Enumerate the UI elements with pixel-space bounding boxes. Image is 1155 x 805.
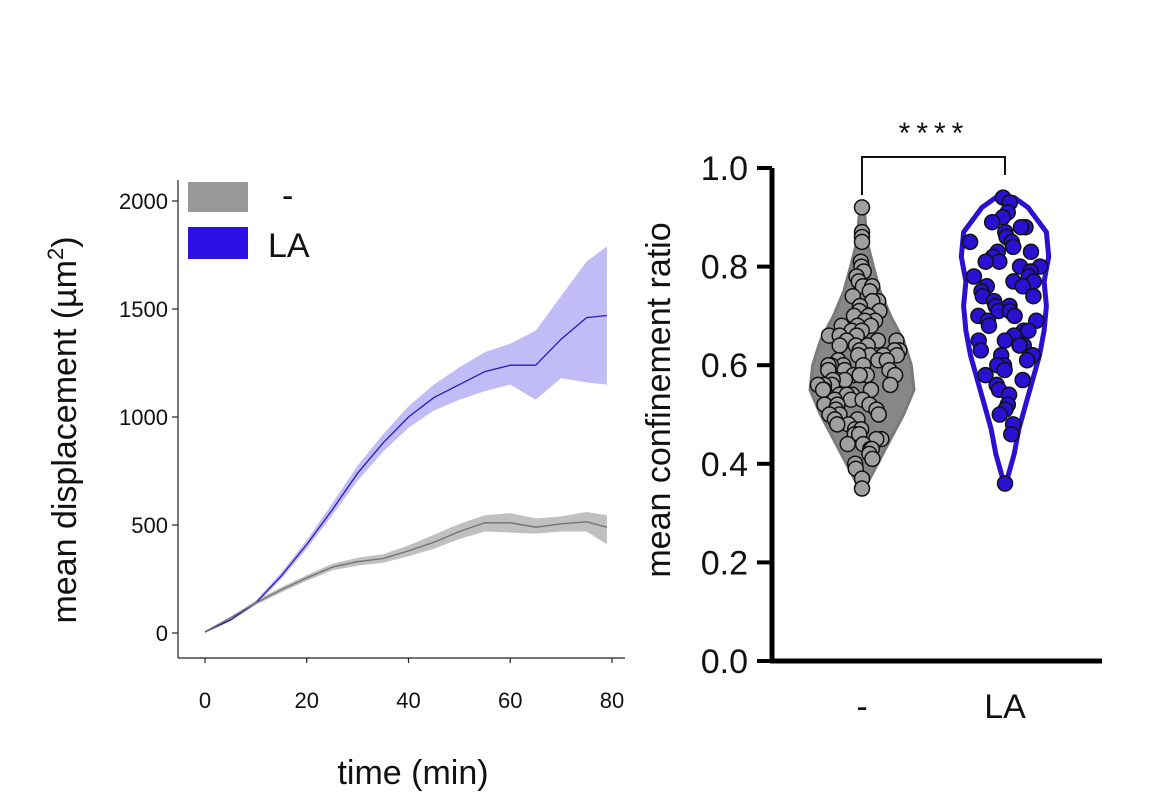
data-point-la: [1011, 337, 1028, 354]
data-point-la: [980, 317, 998, 335]
data-point-la: [983, 213, 1001, 231]
x-tick-label: 20: [295, 688, 319, 713]
data-point-control: [882, 376, 899, 394]
data-point-control: [831, 337, 848, 354]
data-point-la: [977, 253, 994, 270]
data-point-la: [977, 366, 994, 384]
data-point-la: [1004, 238, 1022, 256]
y-tick-label-right: 0.0: [701, 643, 748, 681]
data-point-la: [1025, 287, 1042, 305]
mean-lines: [204, 314, 608, 633]
data-point-la: [996, 361, 1013, 379]
y-tick-label-right: 0.2: [701, 544, 748, 582]
data-point-la: [1022, 243, 1040, 261]
y-axis-label-superscript: 2: [43, 248, 68, 260]
x-tick-label: 0: [199, 688, 211, 713]
y-axis-label-right: mean confinement ratio: [640, 222, 678, 577]
data-point-la: [996, 332, 1014, 349]
y-tick-label-right: 0.4: [701, 446, 748, 484]
y-tick-label: 2000: [119, 189, 168, 214]
x-tick-label: 40: [396, 688, 420, 713]
x-tick-label: 80: [600, 688, 624, 713]
y-tick-label-right: 0.6: [701, 347, 748, 385]
data-point-la: [991, 406, 1009, 423]
data-point-la: [965, 268, 983, 285]
data-point-la: [1018, 352, 1036, 369]
y-tick-label: 0: [156, 621, 168, 646]
significance-bracket: [861, 156, 1006, 195]
displacement-chart: 0 500 1000 1500 2000 0 20 40 60 80 - LA time (mi…: [43, 177, 625, 792]
confinement-chart: 0.0 0.2 0.4 0.6 0.8 1.0 - LA **** mean confine…: [640, 117, 1102, 726]
legend-swatch-la: [188, 227, 248, 259]
mean-line-control: [204, 521, 608, 633]
data-point-la: [1003, 425, 1020, 443]
data-point-control: [853, 480, 871, 497]
data-point-la: [1014, 371, 1031, 389]
data-point-la: [991, 253, 1008, 270]
data-point-control: [864, 450, 881, 468]
x-ticks-right: - LA: [856, 688, 1026, 726]
y-axis-label: mean displacement (µm2): [43, 236, 84, 623]
band-la: [205, 246, 607, 633]
y-ticks-right: 0.0 0.2 0.4 0.6 0.8 1.0: [701, 150, 772, 681]
data-points: [809, 189, 1049, 497]
data-point-la: [996, 475, 1014, 492]
data-point-la: [1012, 218, 1030, 236]
y-axis-label-main: mean displacement (µm: [46, 260, 84, 624]
legend-label-control: -: [282, 177, 293, 215]
confidence-bands: [205, 246, 607, 633]
y-tick-label-right: 1.0: [701, 150, 748, 188]
data-point-control: [851, 366, 868, 384]
y-axis-label-close: ): [46, 236, 84, 247]
y-tick-label-right: 0.8: [701, 249, 748, 287]
y-tick-label: 1500: [119, 297, 168, 322]
data-point-la: [961, 233, 979, 251]
legend-swatch-control: [188, 182, 248, 212]
data-point-la: [1006, 307, 1023, 325]
data-point-control: [829, 416, 846, 433]
y-ticks: 0 500 1000 1500 2000: [119, 189, 178, 646]
category-label: -: [856, 688, 867, 726]
data-point-control: [853, 199, 871, 216]
data-point-control: [853, 233, 871, 251]
x-ticks: 0 20 40 60 80: [199, 658, 624, 713]
data-point-la: [1014, 278, 1032, 295]
x-axis-label: time (min): [337, 754, 488, 792]
data-point-control: [870, 406, 887, 423]
y-tick-label: 1000: [119, 405, 168, 430]
band-control: [205, 512, 607, 633]
mean-line-la: [204, 314, 607, 633]
data-point-la: [1020, 322, 1037, 339]
data-point-la: [972, 342, 990, 359]
legend-label-la: LA: [268, 227, 310, 265]
data-point-control: [839, 435, 856, 453]
significance-label: ****: [899, 117, 970, 150]
y-tick-label: 500: [131, 513, 168, 538]
x-tick-label: 60: [498, 688, 522, 713]
category-label: LA: [984, 688, 1026, 726]
